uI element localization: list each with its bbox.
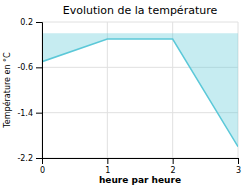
tick-mark (36, 67, 42, 68)
tick-label: 3 (236, 166, 241, 175)
tick: 3 (236, 158, 241, 175)
grid-line (172, 22, 173, 158)
line (42, 39, 238, 147)
tick-mark (36, 158, 42, 159)
area (42, 33, 238, 146)
chart: 0 1 2 3 0.2 -0.6 -1.4 -2.2 Evolution de la tempé… (0, 0, 250, 188)
y-axis: 0.2 -0.6 -1.4 -2.2 (17, 18, 42, 163)
title: Evolution de la température (63, 4, 218, 17)
plot: 0 1 2 3 0.2 -0.6 -1.4 -2.2 (17, 18, 241, 175)
grid-line (42, 112, 238, 113)
tick: 1 (105, 158, 110, 175)
tick-mark (36, 22, 42, 23)
tick: 0.2 (20, 18, 42, 27)
tick-label: 0 (40, 166, 45, 175)
tick: 2 (171, 158, 176, 175)
x-label: heure par heure (99, 175, 181, 185)
tick-mark (173, 158, 174, 164)
y-label: Température en °C (2, 52, 12, 129)
tick: -2.2 (17, 154, 42, 163)
tick-label: -0.6 (17, 63, 33, 72)
tick-mark (107, 158, 108, 164)
tick: -0.6 (17, 63, 42, 72)
marks (42, 33, 238, 146)
tick: 0 (40, 158, 45, 175)
axis-line (36, 23, 43, 159)
axis-line (43, 159, 239, 165)
grid-line (107, 22, 108, 158)
tick-label: 1 (105, 166, 110, 175)
tick-label: -1.4 (17, 109, 33, 118)
tick-mark (36, 113, 42, 114)
tick-label: 0.2 (20, 18, 33, 27)
tick-label: 2 (171, 166, 176, 175)
grid (42, 22, 238, 158)
tick-label: -2.2 (17, 154, 33, 163)
grid-line (42, 22, 238, 23)
x-axis: 0 1 2 3 (40, 158, 241, 175)
tick-mark (238, 158, 239, 164)
tick: -1.4 (17, 109, 42, 118)
